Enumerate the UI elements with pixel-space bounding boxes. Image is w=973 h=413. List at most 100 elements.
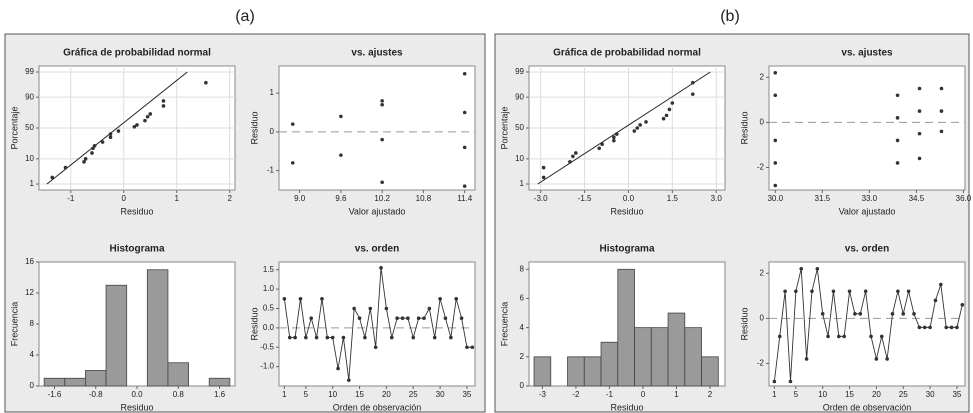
x-tick-label: -0.8: [89, 390, 103, 399]
x-tick-label: 0.8: [173, 390, 185, 399]
line: [283, 267, 473, 381]
point: [320, 297, 324, 301]
point: [939, 109, 944, 113]
point: [788, 379, 793, 384]
x-axis-label: Residuo: [120, 402, 153, 412]
point: [90, 151, 94, 155]
x-tick-label: 1: [674, 390, 679, 399]
point: [462, 145, 467, 150]
plot-area: [768, 65, 966, 191]
chart-title: Gráfica de probabilidad normal: [553, 48, 701, 59]
x-tick-label: 0.0: [623, 194, 635, 203]
x-tick-label: 1.6: [214, 390, 226, 399]
point: [820, 312, 825, 316]
y-tick-label: 10: [25, 154, 34, 163]
x-tick-label: 9.6: [335, 194, 347, 203]
point: [885, 357, 889, 361]
point: [773, 183, 778, 188]
x-tick-label: 9.0: [294, 194, 306, 203]
point: [395, 316, 399, 320]
x-tick-label: 30.0: [767, 194, 783, 203]
bar: [43, 377, 66, 387]
y-tick-label: 4: [30, 350, 35, 359]
x-tick-label: 10: [328, 390, 337, 399]
x-tick-label: 2: [227, 194, 232, 203]
point: [416, 316, 421, 320]
point: [895, 93, 900, 98]
y-tick-label: 8: [30, 319, 35, 328]
bar: [600, 341, 619, 387]
y-tick-label: 1: [30, 179, 35, 188]
chart-title: Histograma: [599, 244, 654, 255]
x-tick-label: 33.0: [862, 194, 878, 203]
y-tick-label: 0: [30, 381, 35, 390]
point: [363, 335, 367, 340]
chart-title: Gráfica de probabilidad normal: [63, 48, 211, 59]
point: [373, 345, 378, 350]
point: [869, 334, 873, 339]
x-tick-label: 1.5: [667, 194, 679, 203]
x-axis-label: Residuo: [610, 402, 643, 412]
point: [783, 289, 787, 294]
point: [614, 132, 619, 136]
y-tick-label: 0: [270, 127, 275, 136]
fit-line: [46, 71, 188, 185]
x-tick-label: 2: [708, 390, 713, 399]
point: [438, 297, 442, 301]
point: [336, 366, 340, 371]
point: [773, 161, 778, 165]
point: [384, 306, 389, 311]
x-tick-label: 1: [175, 194, 180, 203]
x-tick-label: 3.0: [711, 194, 723, 203]
y-tick-label: 12: [25, 288, 34, 297]
panel-label: (a): [235, 8, 255, 25]
x-tick-label: 20: [382, 390, 391, 399]
x-tick-label: 5: [794, 390, 799, 399]
x-tick-label: 0: [122, 194, 127, 203]
chart-title: vs. ajustes: [351, 48, 403, 59]
line: [773, 268, 963, 382]
point: [933, 298, 938, 303]
y-tick-label: -1.0: [260, 362, 274, 371]
bar: [208, 377, 231, 387]
point: [347, 378, 351, 382]
point: [293, 335, 297, 340]
point: [443, 316, 448, 320]
y-axis-label: Residuo: [739, 111, 749, 144]
point: [406, 316, 410, 320]
point: [541, 165, 546, 170]
point: [116, 129, 121, 133]
bar: [533, 356, 552, 387]
bar: [567, 356, 585, 387]
point: [794, 289, 798, 294]
point: [568, 160, 572, 164]
point: [847, 289, 852, 294]
point: [955, 325, 959, 330]
point: [890, 312, 895, 316]
x-tick-label: -2: [572, 390, 580, 399]
x-tick-label: 1: [772, 390, 777, 399]
y-tick-label: 0.0: [263, 323, 275, 332]
point: [314, 335, 319, 340]
y-axis-label: Frecuencia: [9, 302, 19, 347]
point: [773, 138, 778, 143]
chart-title: vs. ajustes: [841, 48, 893, 59]
plot-area: [278, 65, 476, 191]
point: [837, 334, 841, 339]
point: [143, 118, 147, 123]
point: [661, 116, 666, 121]
y-tick-label: 99: [25, 67, 34, 76]
point: [944, 325, 949, 330]
point: [939, 86, 944, 91]
point: [863, 289, 868, 294]
point: [804, 357, 809, 361]
point: [632, 129, 637, 133]
point: [50, 175, 55, 180]
point: [917, 109, 922, 113]
point: [380, 102, 384, 107]
x-tick-label: 10: [818, 390, 827, 399]
point: [379, 266, 383, 270]
bar: [684, 327, 702, 387]
y-axis-label: Frecuencia: [499, 302, 509, 347]
x-tick-label: 30: [926, 390, 935, 399]
